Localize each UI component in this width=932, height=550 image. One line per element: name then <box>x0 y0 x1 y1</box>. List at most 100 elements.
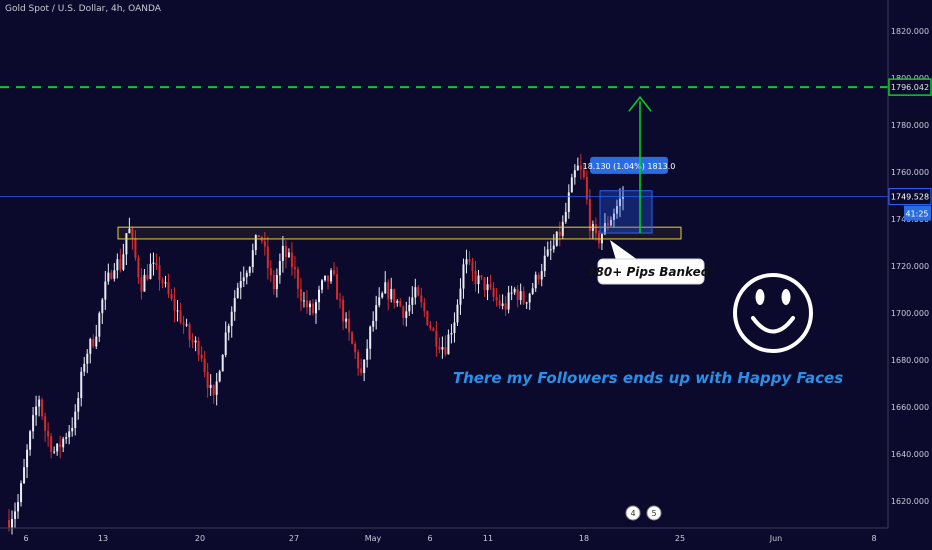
measure-label-bg <box>590 156 668 174</box>
candle-body <box>594 224 597 234</box>
candle-body <box>459 288 462 305</box>
candle-body <box>242 277 245 282</box>
candle-body <box>489 284 492 288</box>
candle-body <box>399 300 402 307</box>
candle-body <box>128 228 131 234</box>
candle-body <box>414 287 417 298</box>
candle-body <box>188 324 191 340</box>
candle-body <box>287 252 290 258</box>
candle-body <box>393 289 396 303</box>
candle-body <box>567 192 570 212</box>
candle-body <box>14 511 17 520</box>
candle-body <box>471 261 474 272</box>
candle-body <box>56 443 59 452</box>
candle-body <box>86 353 89 364</box>
candle-body <box>573 170 576 178</box>
candle-body <box>215 381 218 395</box>
candle-body <box>248 267 251 273</box>
candle-body <box>525 302 528 304</box>
candles-layer <box>8 154 624 535</box>
candle-body <box>411 297 414 305</box>
candle-body <box>483 277 486 291</box>
measure-box <box>599 190 653 234</box>
y-tick-label: 1620.000 <box>891 497 929 506</box>
candle-body <box>74 411 77 428</box>
candle-body <box>173 298 176 311</box>
candle-body <box>486 284 489 291</box>
x-tick-label: 8 <box>871 534 876 543</box>
x-tick-label: 13 <box>98 534 108 543</box>
candle-body <box>26 449 29 468</box>
candle-body <box>245 272 248 278</box>
candle-body <box>251 250 254 268</box>
candle-body <box>375 305 378 321</box>
candle-body <box>266 246 269 269</box>
countdown-tag <box>904 205 931 221</box>
x-tick-label: May <box>365 534 382 543</box>
x-tick-label: 11 <box>483 534 493 543</box>
candle-body <box>597 233 600 244</box>
candle-body <box>582 169 585 178</box>
candle-body <box>203 358 206 372</box>
candle-body <box>405 311 408 318</box>
candle-body <box>47 430 50 437</box>
candle-body <box>480 275 483 278</box>
candle-body <box>354 343 357 353</box>
candle-body <box>143 274 146 292</box>
candle-body <box>363 359 366 373</box>
candle-body <box>110 272 113 279</box>
y-tick-label: 1660.000 <box>891 403 929 412</box>
candle-body <box>606 222 609 226</box>
candle-body <box>62 438 65 448</box>
candle-body <box>381 293 384 298</box>
candle-body <box>257 235 260 238</box>
measure-label: 18.130 (1.04%) 1813.0 <box>583 162 676 171</box>
candle-body <box>68 431 71 438</box>
candle-body <box>95 336 98 347</box>
candle-body <box>176 310 179 312</box>
candle-body <box>450 333 453 335</box>
y-tick-label: 1800.000 <box>891 74 929 83</box>
candle-body <box>101 299 104 314</box>
candle-body <box>185 324 188 326</box>
overlays-layer: 18.130 (1.04%) 1813.0 180+ Pips Banked! Th… <box>0 86 888 521</box>
callout-box <box>597 258 705 285</box>
candle-body <box>149 263 152 280</box>
candle-body <box>140 277 143 292</box>
candle-body <box>53 451 56 453</box>
candle-body <box>447 334 450 355</box>
callout-pointer <box>610 240 638 260</box>
candle-body <box>435 330 438 347</box>
candle-body <box>236 287 239 299</box>
candle-body <box>495 296 498 301</box>
candle-body <box>390 289 393 300</box>
candle-body <box>182 322 185 325</box>
candle-body <box>65 437 68 439</box>
candle-body <box>336 274 339 300</box>
candle-body <box>77 398 80 412</box>
caption-text: There my Followers ends up with Happy Fa… <box>453 369 843 387</box>
candle-body <box>498 300 501 306</box>
candle-body <box>474 271 477 285</box>
candle-body <box>218 371 221 382</box>
candle-body <box>104 281 107 300</box>
candle-body <box>230 311 233 326</box>
candle-body <box>170 293 173 299</box>
candle-body <box>296 269 299 289</box>
candle-body <box>423 302 426 312</box>
candle-body <box>333 270 336 275</box>
event-badge-label: 5 <box>651 509 656 518</box>
candle-body <box>125 233 128 255</box>
candle-body <box>212 384 215 395</box>
candle-body <box>561 221 564 236</box>
smiley-mouth-icon <box>751 316 795 334</box>
candle-body <box>134 238 137 258</box>
candle-body <box>314 302 318 314</box>
x-tick-label: 6 <box>427 534 432 543</box>
candle-body <box>239 281 242 288</box>
countdown-label: 41:25 <box>905 210 928 219</box>
candle-body <box>432 328 435 331</box>
candle-body <box>465 259 468 265</box>
candle-body <box>324 275 327 281</box>
